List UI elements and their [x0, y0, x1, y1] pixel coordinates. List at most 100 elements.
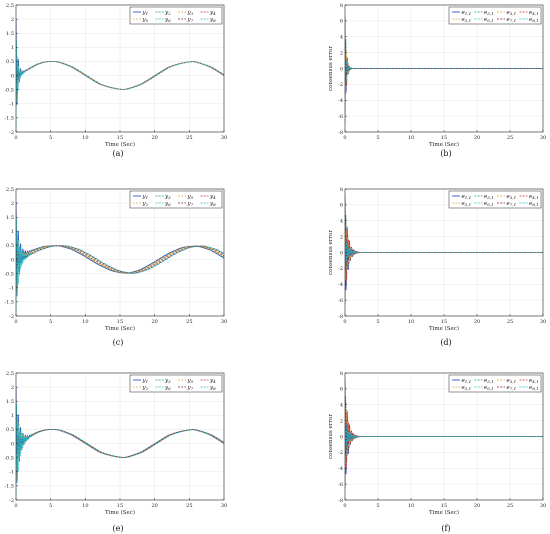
legend-label-8: y8 — [209, 201, 216, 207]
y-tick-label: 8 — [340, 3, 343, 9]
x-tick-label: 25 — [507, 135, 513, 141]
legend-box — [129, 190, 223, 209]
legend-label-1: y1 — [142, 10, 149, 16]
legend-label-1: y1 — [142, 194, 149, 200]
y-tick-label: -1 — [9, 286, 14, 292]
x-tick-label: 25 — [507, 503, 513, 509]
y-tick-label: 1 — [11, 413, 14, 419]
x-tick-label: 25 — [186, 319, 192, 325]
x-tick-label: 30 — [540, 503, 546, 509]
y-tick-label: 1.5 — [6, 215, 14, 221]
legend-label-5: y2 — [142, 385, 149, 391]
legend-label-4: y4 — [209, 10, 216, 16]
y-tick-label: 2 — [11, 385, 14, 391]
legend-label-4: e4,1 — [529, 194, 539, 200]
legend-label-1: e1,1 — [462, 10, 472, 16]
x-tick-label: 10 — [408, 135, 414, 141]
x-tick-label: 10 — [408, 503, 414, 509]
y-tick-label: -6 — [338, 298, 343, 304]
series-line-8 — [16, 418, 224, 466]
x-tick-label: 25 — [507, 319, 513, 325]
y-tick-label: -2 — [338, 450, 343, 456]
x-tick-label: 10 — [82, 503, 88, 509]
legend-label-7: e7,1 — [507, 385, 517, 391]
legend-label-5: e5,1 — [462, 201, 472, 207]
y-tick-label: 0 — [11, 441, 14, 447]
x-tick-label: 30 — [540, 135, 546, 141]
x-tick-label: 15 — [441, 503, 447, 509]
x-axis-label: Time (Sec) — [105, 509, 135, 516]
legend-label-6: e6,1 — [484, 385, 494, 391]
x-tick-label: 25 — [186, 503, 192, 509]
y-tick-label: 2 — [11, 201, 14, 207]
x-tick-label: 10 — [82, 135, 88, 141]
x-tick-label: 5 — [376, 503, 379, 509]
x-tick-label: 15 — [441, 319, 447, 325]
series-line-8 — [16, 52, 224, 93]
y-tick-label: -4 — [338, 466, 343, 472]
legend-label-4: y4 — [209, 378, 216, 384]
legend-label-8: y8 — [209, 385, 216, 391]
x-tick-label: 30 — [221, 319, 227, 325]
x-tick-label: 5 — [49, 319, 52, 325]
legend-label-2: e3,1 — [484, 10, 494, 16]
panel-caption: (d) — [440, 338, 451, 347]
y-tick-label: 0.5 — [6, 243, 14, 249]
y-tick-label: 2 — [11, 17, 14, 23]
y-tick-label: 6 — [340, 203, 343, 209]
y-tick-label: 2.5 — [6, 3, 14, 9]
y-tick-label: 1.5 — [6, 31, 14, 37]
x-tick-label: 20 — [474, 503, 480, 509]
y-axis-label: consensus error — [328, 46, 334, 91]
x-axis-label: Time (Sec) — [429, 141, 459, 148]
x-tick-label: 30 — [540, 319, 546, 325]
y-tick-label: -2 — [9, 314, 14, 320]
x-tick-label: 15 — [117, 319, 123, 325]
x-tick-label: 20 — [151, 503, 157, 509]
legend-label-8: y8 — [209, 17, 216, 23]
x-tick-label: 5 — [49, 503, 52, 509]
x-tick-label: 15 — [441, 135, 447, 141]
y-tick-label: 4 — [340, 219, 343, 225]
x-tick-label: 0 — [343, 503, 346, 509]
y-tick-label: 4 — [340, 35, 343, 41]
y-tick-label: -1.5 — [4, 484, 14, 490]
x-tick-label: 0 — [14, 319, 17, 325]
legend-label-6: y6 — [164, 201, 171, 207]
y-tick-label: -8 — [338, 498, 343, 504]
legend-label-3: e5,1 — [507, 378, 517, 384]
y-tick-label: 8 — [340, 187, 343, 193]
chart-panel-1: 0 5 10 15 20 25 30 -8 -6 -4 -2 0 2 4 6 8 Time (Sec) conse… — [328, 3, 546, 158]
y-axis-label: consensus error — [328, 230, 334, 275]
legend-label-3: y5 — [187, 194, 194, 200]
series-line-8 — [345, 56, 543, 85]
legend-label-5: y2 — [142, 201, 149, 207]
legend-label-7: e7,1 — [507, 201, 517, 207]
series-line-8 — [16, 234, 224, 287]
legend-label-3: e5,1 — [507, 10, 517, 16]
series-line-5 — [16, 38, 224, 100]
y-tick-label: -4 — [338, 98, 343, 104]
x-tick-label: 0 — [14, 503, 17, 509]
x-axis-label: Time (Sec) — [105, 325, 135, 332]
y-tick-label: 6 — [340, 387, 343, 393]
y-tick-label: -2 — [9, 130, 14, 136]
chart-panel-4: 0 5 10 15 20 25 30 -2 -1.5 -1 -0.5 0 0.5 1 1.5 2 2.5 Time… — [4, 371, 227, 533]
panel-caption: (c) — [113, 338, 124, 347]
legend-label-3: y3 — [187, 10, 194, 16]
legend-box — [129, 374, 223, 393]
x-tick-label: 20 — [474, 135, 480, 141]
legend-label-6: y6 — [164, 17, 171, 23]
x-tick-label: 20 — [474, 319, 480, 325]
series-group — [345, 380, 543, 489]
legend-label-2: y3 — [164, 378, 171, 384]
y-tick-label: -4 — [338, 282, 343, 288]
y-tick-label: 0 — [11, 257, 14, 263]
x-tick-label: 0 — [14, 135, 17, 141]
x-axis-label: Time (Sec) — [429, 509, 459, 516]
y-tick-label: -6 — [338, 482, 343, 488]
x-tick-label: 15 — [117, 135, 123, 141]
x-tick-label: 5 — [376, 319, 379, 325]
series-group — [345, 196, 543, 305]
y-tick-label: 2 — [340, 234, 343, 240]
